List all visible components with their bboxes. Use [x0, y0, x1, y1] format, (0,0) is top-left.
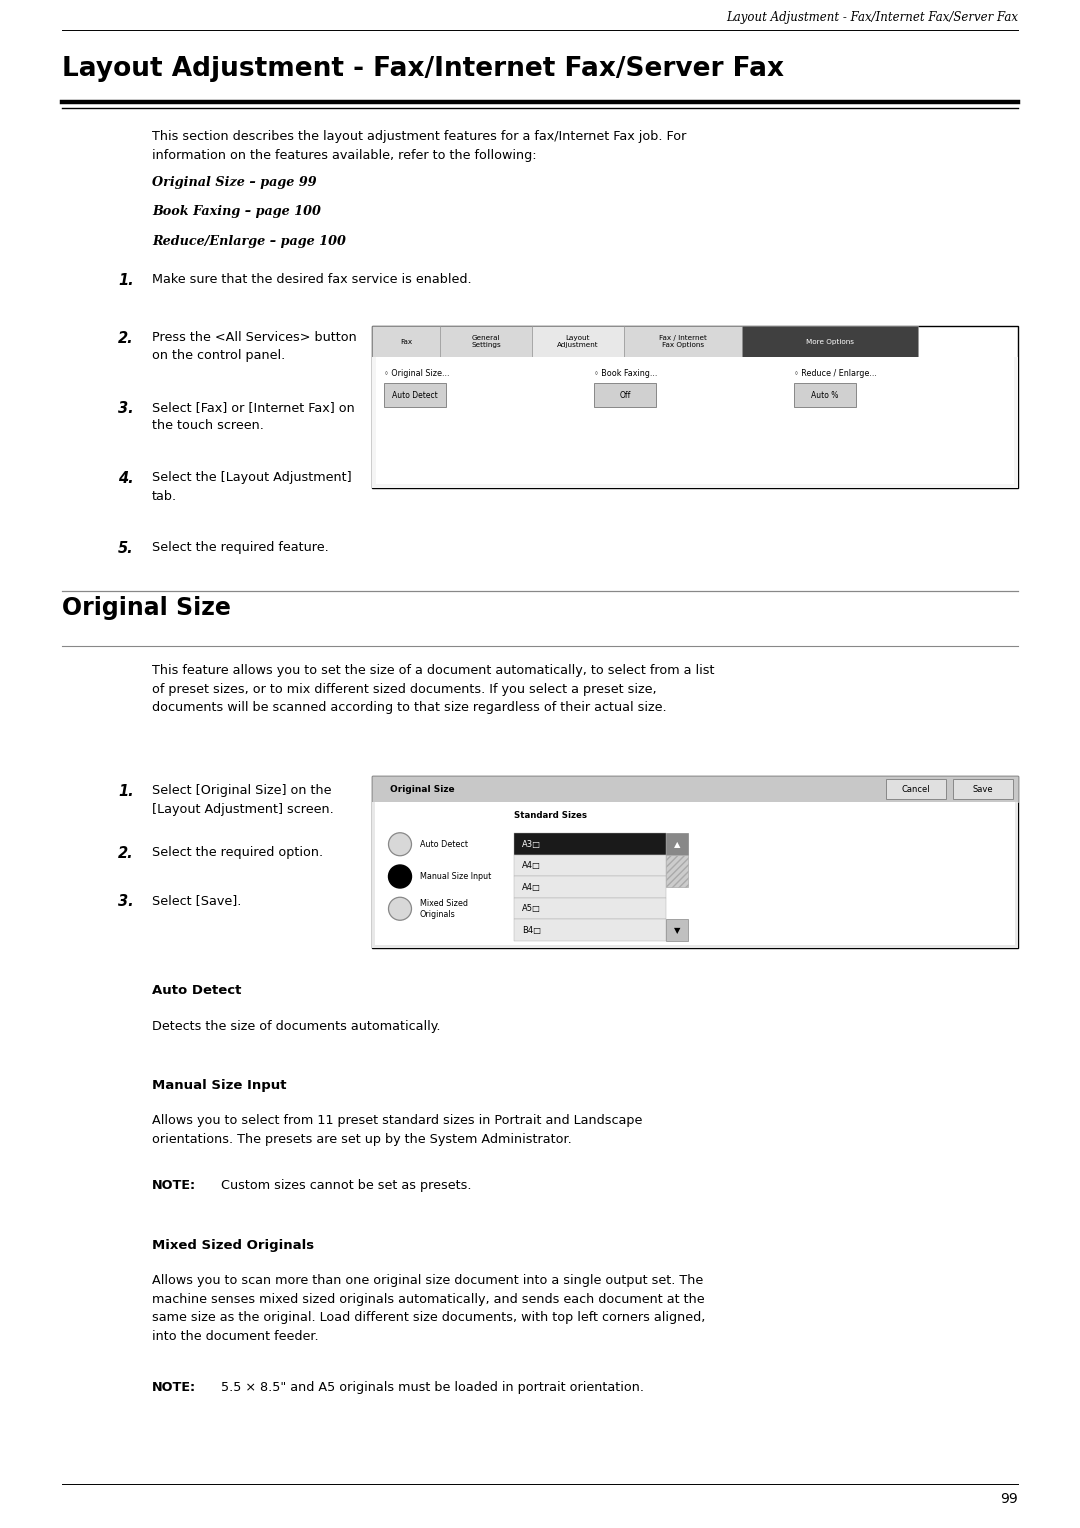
- Text: Layout
Adjustment: Layout Adjustment: [557, 335, 598, 348]
- Text: Fax: Fax: [400, 339, 413, 345]
- Text: Select the [Layout Adjustment]
tab.: Select the [Layout Adjustment] tab.: [152, 471, 352, 503]
- Text: A4□: A4□: [522, 862, 541, 871]
- Bar: [514, 856, 666, 877]
- Text: Mixed Sized
Originals: Mixed Sized Originals: [420, 898, 468, 918]
- Text: 4.: 4.: [118, 471, 134, 486]
- Text: NOTE:: NOTE:: [152, 1381, 197, 1394]
- Text: Original Size: Original Size: [390, 785, 455, 793]
- Text: This section describes the layout adjustment features for a fax/Internet Fax job: This section describes the layout adjust…: [152, 130, 687, 162]
- Bar: [666, 856, 688, 888]
- Text: Mixed Sized Originals: Mixed Sized Originals: [152, 1239, 314, 1251]
- Bar: [375, 802, 1015, 944]
- Text: Reduce/Enlarge – page 100: Reduce/Enlarge – page 100: [152, 235, 346, 248]
- Bar: [514, 920, 666, 941]
- Circle shape: [389, 897, 411, 920]
- Text: NOTE:: NOTE:: [152, 1180, 197, 1192]
- Text: Auto Detect: Auto Detect: [392, 391, 437, 400]
- Text: 5.5 × 8.5" and A5 originals must be loaded in portrait orientation.: 5.5 × 8.5" and A5 originals must be load…: [217, 1381, 644, 1394]
- Bar: [440, 325, 532, 358]
- Text: 99: 99: [1000, 1491, 1018, 1507]
- Bar: [624, 325, 742, 358]
- Text: Press the <All Services> button
on the control panel.: Press the <All Services> button on the c…: [152, 332, 356, 362]
- Text: Manual Size Input: Manual Size Input: [420, 872, 491, 882]
- Bar: [666, 833, 688, 856]
- Bar: [794, 384, 856, 408]
- Bar: [372, 358, 1018, 487]
- Text: ◦ Original Size...: ◦ Original Size...: [384, 370, 449, 379]
- Circle shape: [389, 833, 411, 856]
- Text: ◦ Book Faxing...: ◦ Book Faxing...: [594, 370, 658, 379]
- Text: Allows you to scan more than one original size document into a single output set: Allows you to scan more than one origina…: [152, 1274, 705, 1343]
- Text: Auto Detect: Auto Detect: [420, 840, 468, 848]
- Text: B4□: B4□: [522, 926, 541, 935]
- Bar: [376, 358, 1014, 484]
- Text: ◦ Reduce / Enlarge...: ◦ Reduce / Enlarge...: [794, 370, 877, 379]
- Bar: [886, 779, 946, 799]
- Text: A4□: A4□: [522, 883, 541, 892]
- Text: Cancel: Cancel: [902, 785, 930, 795]
- Text: ▼: ▼: [674, 926, 680, 935]
- Text: Custom sizes cannot be set as presets.: Custom sizes cannot be set as presets.: [217, 1180, 472, 1192]
- Text: General
Settings: General Settings: [471, 335, 501, 348]
- Bar: [372, 325, 440, 358]
- Text: 5.: 5.: [118, 541, 134, 556]
- Text: Detects the size of documents automatically.: Detects the size of documents automatica…: [152, 1021, 441, 1033]
- Text: ▲: ▲: [674, 840, 680, 848]
- Text: Allows you to select from 11 preset standard sizes in Portrait and Landscape
ori: Allows you to select from 11 preset stan…: [152, 1114, 643, 1146]
- Text: Standard Sizes: Standard Sizes: [514, 811, 588, 821]
- Text: Select the required option.: Select the required option.: [152, 847, 323, 859]
- Bar: [742, 325, 918, 358]
- Bar: [953, 779, 1013, 799]
- Text: A3□: A3□: [522, 840, 541, 848]
- Text: Original Size – page 99: Original Size – page 99: [152, 176, 316, 189]
- Text: Select [Original Size] on the
[Layout Adjustment] screen.: Select [Original Size] on the [Layout Ad…: [152, 784, 334, 816]
- Text: 1.: 1.: [118, 274, 134, 287]
- Text: 3.: 3.: [118, 894, 134, 909]
- Text: 2.: 2.: [118, 332, 134, 345]
- Text: This feature allows you to set the size of a document automatically, to select f: This feature allows you to set the size …: [152, 665, 715, 714]
- Text: 2.: 2.: [118, 847, 134, 860]
- Bar: [666, 920, 688, 941]
- Bar: [372, 776, 1018, 947]
- Text: Layout Adjustment - Fax/Internet Fax/Server Fax: Layout Adjustment - Fax/Internet Fax/Ser…: [726, 11, 1018, 24]
- Text: Book Faxing – page 100: Book Faxing – page 100: [152, 205, 321, 219]
- Text: 1.: 1.: [118, 784, 134, 799]
- Text: Auto %: Auto %: [811, 391, 839, 400]
- Text: Auto Detect: Auto Detect: [152, 984, 241, 996]
- Text: Fax / Internet
Fax Options: Fax / Internet Fax Options: [659, 335, 707, 348]
- Bar: [372, 325, 1018, 487]
- Text: Select [Save].: Select [Save].: [152, 894, 241, 908]
- Text: Off: Off: [619, 391, 631, 400]
- Text: Layout Adjustment - Fax/Internet Fax/Server Fax: Layout Adjustment - Fax/Internet Fax/Ser…: [62, 57, 784, 83]
- Bar: [372, 776, 1018, 802]
- Bar: [532, 325, 624, 358]
- Bar: [514, 877, 666, 898]
- Text: More Options: More Options: [806, 339, 854, 345]
- Text: Manual Size Input: Manual Size Input: [152, 1079, 286, 1093]
- Text: Save: Save: [973, 785, 994, 795]
- Bar: [384, 384, 446, 408]
- Bar: [594, 384, 656, 408]
- Text: 3.: 3.: [118, 400, 134, 416]
- Text: Original Size: Original Size: [62, 596, 231, 620]
- Text: Select the required feature.: Select the required feature.: [152, 541, 328, 555]
- Text: A5□: A5□: [522, 905, 541, 914]
- Bar: [514, 833, 666, 856]
- Bar: [514, 898, 666, 920]
- Circle shape: [389, 865, 411, 888]
- Text: Select [Fax] or [Internet Fax] on
the touch screen.: Select [Fax] or [Internet Fax] on the to…: [152, 400, 354, 432]
- Bar: [372, 802, 1018, 947]
- Text: Make sure that the desired fax service is enabled.: Make sure that the desired fax service i…: [152, 274, 472, 286]
